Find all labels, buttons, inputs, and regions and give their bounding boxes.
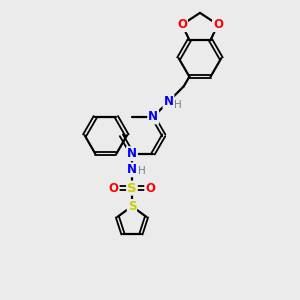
Text: H: H <box>138 166 146 176</box>
Text: N: N <box>127 147 137 160</box>
Text: O: O <box>109 182 119 195</box>
Text: O: O <box>145 182 155 195</box>
Text: H: H <box>174 100 182 110</box>
Text: N: N <box>164 95 173 108</box>
Text: O: O <box>213 18 223 31</box>
Text: S: S <box>128 200 136 213</box>
Text: O: O <box>177 18 187 31</box>
Text: N: N <box>148 110 158 123</box>
Text: N: N <box>127 163 137 176</box>
Text: S: S <box>127 182 137 195</box>
